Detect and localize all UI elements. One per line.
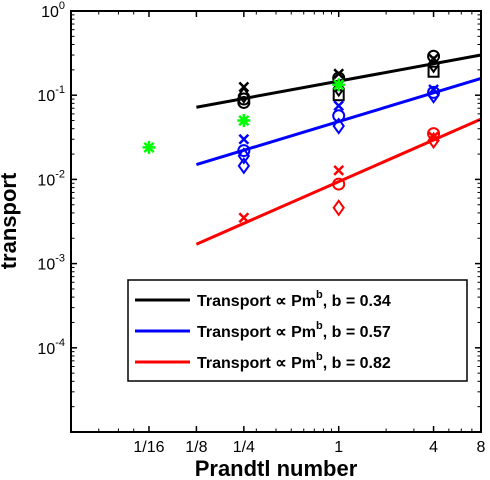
data-point-diamond	[237, 157, 251, 175]
data-point-diamond	[427, 56, 440, 74]
data-point-circle	[237, 95, 251, 109]
x-tick-label: 8	[477, 439, 486, 456]
data-point-circle	[332, 177, 346, 191]
data-point-diamond	[237, 147, 251, 165]
y-tick-label: 10-4	[37, 337, 65, 358]
y-tick-label: 10-1	[37, 84, 65, 105]
legend: Transport ∝ Pmb, b = 0.34 Transport ∝ Pmb…	[127, 279, 468, 382]
y-tick-label: 100	[41, 0, 65, 21]
data-markers	[142, 49, 441, 224]
data-point-diamond	[332, 79, 345, 98]
data-point-x	[333, 100, 345, 112]
data-point-diamond	[332, 117, 345, 135]
data-point-asterisk	[332, 78, 346, 92]
y-axis-label: transport	[0, 172, 21, 269]
data-point-diamond	[237, 86, 251, 104]
data-point-square	[427, 65, 440, 78]
data-point-asterisk	[142, 140, 156, 154]
data-point-x	[428, 131, 439, 143]
data-point-circle	[332, 109, 346, 123]
x-axis-label: Prandtl number	[195, 456, 358, 480]
data-point-asterisk	[237, 114, 251, 128]
x-tick-label: 1	[334, 439, 343, 456]
data-point-circle	[427, 127, 441, 141]
data-point-diamond	[332, 199, 345, 217]
y-tick-label: 10-2	[37, 168, 65, 189]
legend-label: Transport ∝ Pmb, b = 0.57	[197, 320, 391, 341]
data-point-x	[238, 212, 250, 224]
y-tick-label: 10-3	[37, 253, 65, 274]
x-tick-label: 1/4	[233, 439, 255, 456]
x-tick-label: 4	[429, 439, 438, 456]
x-tick-label: 1/8	[185, 439, 207, 456]
axis-ticks: 10-4 10-3 10-2 10-1 100 1/16 1/8 1/4 1 4 8	[37, 0, 485, 456]
data-point-diamond	[427, 86, 440, 104]
data-point-circle	[237, 144, 251, 158]
data-point-diamond	[427, 131, 440, 150]
data-point-x	[333, 164, 345, 176]
legend-label: Transport ∝ Pmb, b = 0.82	[197, 351, 391, 372]
x-tick-label: 1/16	[133, 439, 164, 456]
data-point-x	[333, 68, 345, 80]
legend-label: Transport ∝ Pmb, b = 0.34	[197, 289, 391, 310]
data-point-x	[238, 133, 250, 145]
legend-entries: Transport ∝ Pmb, b = 0.34 Transport ∝ Pmb…	[135, 289, 391, 372]
data-point-circle	[427, 49, 441, 63]
